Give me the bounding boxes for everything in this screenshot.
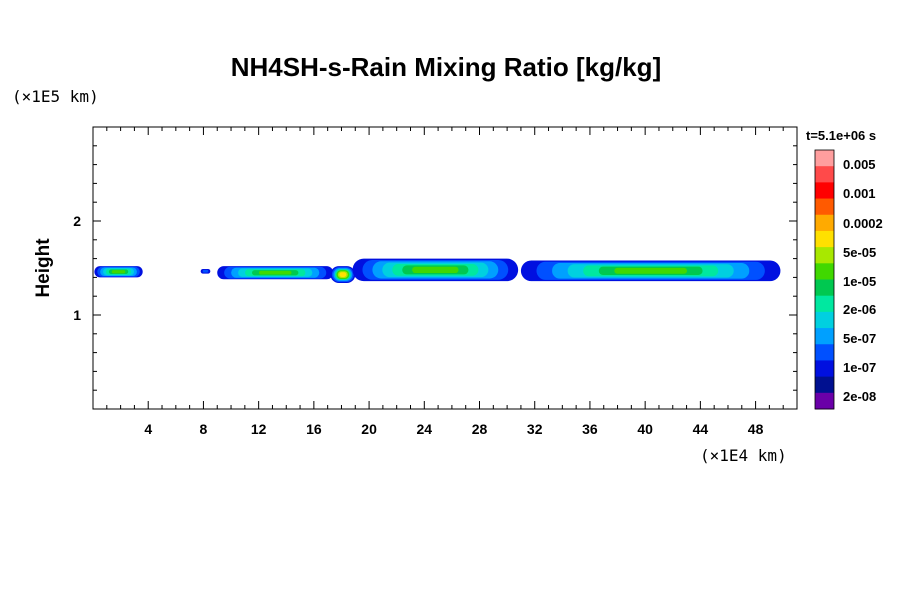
x-tick-label: 20 (361, 421, 377, 437)
x-tick-label: 32 (527, 421, 543, 437)
y-tick-label: 1 (73, 307, 81, 323)
contour-level (412, 266, 459, 274)
contour-band (217, 266, 334, 280)
colorbar-label: 1e-07 (843, 360, 876, 375)
colorbar-cell (815, 279, 834, 297)
colorbar-cell (815, 247, 834, 264)
colorbar-label: 5e-05 (843, 245, 876, 260)
y-axis-label: Height (33, 238, 54, 298)
x-tick-label: 28 (472, 421, 488, 437)
plot-frame (92, 126, 798, 410)
x-tick-label: 40 (637, 421, 653, 437)
colorbar-cell (815, 182, 834, 200)
contour-band (352, 258, 519, 282)
colorbar: 0.005 0.001 0.0002 5e-05 1e-05 2e-06 5e-07 1e-0… (814, 149, 883, 410)
contour-level (258, 270, 292, 275)
colorbar-cell (815, 230, 834, 248)
contour-bands (94, 258, 781, 284)
y-tick-label: 2 (73, 213, 81, 229)
contour-band (94, 266, 143, 278)
x-tick-label: 24 (417, 421, 433, 437)
x-tick-label: 16 (306, 421, 322, 437)
colorbar-label: 0.0002 (843, 216, 883, 231)
contour-level (202, 269, 209, 273)
colorbar-cell (815, 328, 834, 345)
x-tick-label: 8 (200, 421, 208, 437)
colorbar-cell (815, 360, 834, 378)
contour-band (520, 260, 781, 282)
colorbar-cell (815, 166, 834, 183)
contour-band (200, 268, 211, 274)
contour-level (614, 267, 688, 274)
colorbar-cell (815, 376, 834, 394)
colorbar-frame (814, 149, 835, 410)
x-tick-label: 44 (693, 421, 709, 437)
time-label: t=5.1e+06 s (806, 128, 876, 143)
x-unit-label: (×1E4 km) (700, 446, 787, 465)
contour-band (330, 266, 356, 284)
y-unit-label: (×1E5 km) (12, 87, 99, 106)
x-tick-label: 36 (582, 421, 598, 437)
chart-title: NH4SH-s-Rain Mixing Ratio [kg/kg] (231, 52, 661, 82)
x-axis-ticks: 4 8 12 16 20 24 28 32 36 40 44 48 (106, 127, 784, 437)
colorbar-cell (815, 311, 834, 329)
colorbar-cell (815, 214, 834, 232)
colorbar-label: 1e-05 (843, 274, 876, 289)
colorbar-label: 0.001 (843, 186, 876, 201)
colorbar-cell (815, 198, 834, 216)
colorbar-label: 0.005 (843, 157, 876, 172)
colorbar-label: 5e-07 (843, 331, 876, 346)
plot-area: 4 8 12 16 20 24 28 32 36 40 44 48 12 (73, 126, 798, 437)
x-tick-label: 48 (748, 421, 764, 437)
y-axis-ticks: 12 (73, 145, 797, 391)
colorbar-cell (815, 295, 834, 313)
x-tick-label: 4 (144, 421, 152, 437)
contour-level (111, 270, 126, 274)
colorbar-cell (815, 263, 834, 280)
colorbar-label: 2e-08 (843, 389, 876, 404)
colorbar-label: 2e-06 (843, 302, 876, 317)
contour-level (339, 272, 347, 277)
colorbar-cell (815, 344, 834, 361)
colorbar-cell (815, 150, 834, 167)
colorbar-cell (815, 392, 834, 410)
x-tick-label: 12 (251, 421, 267, 437)
